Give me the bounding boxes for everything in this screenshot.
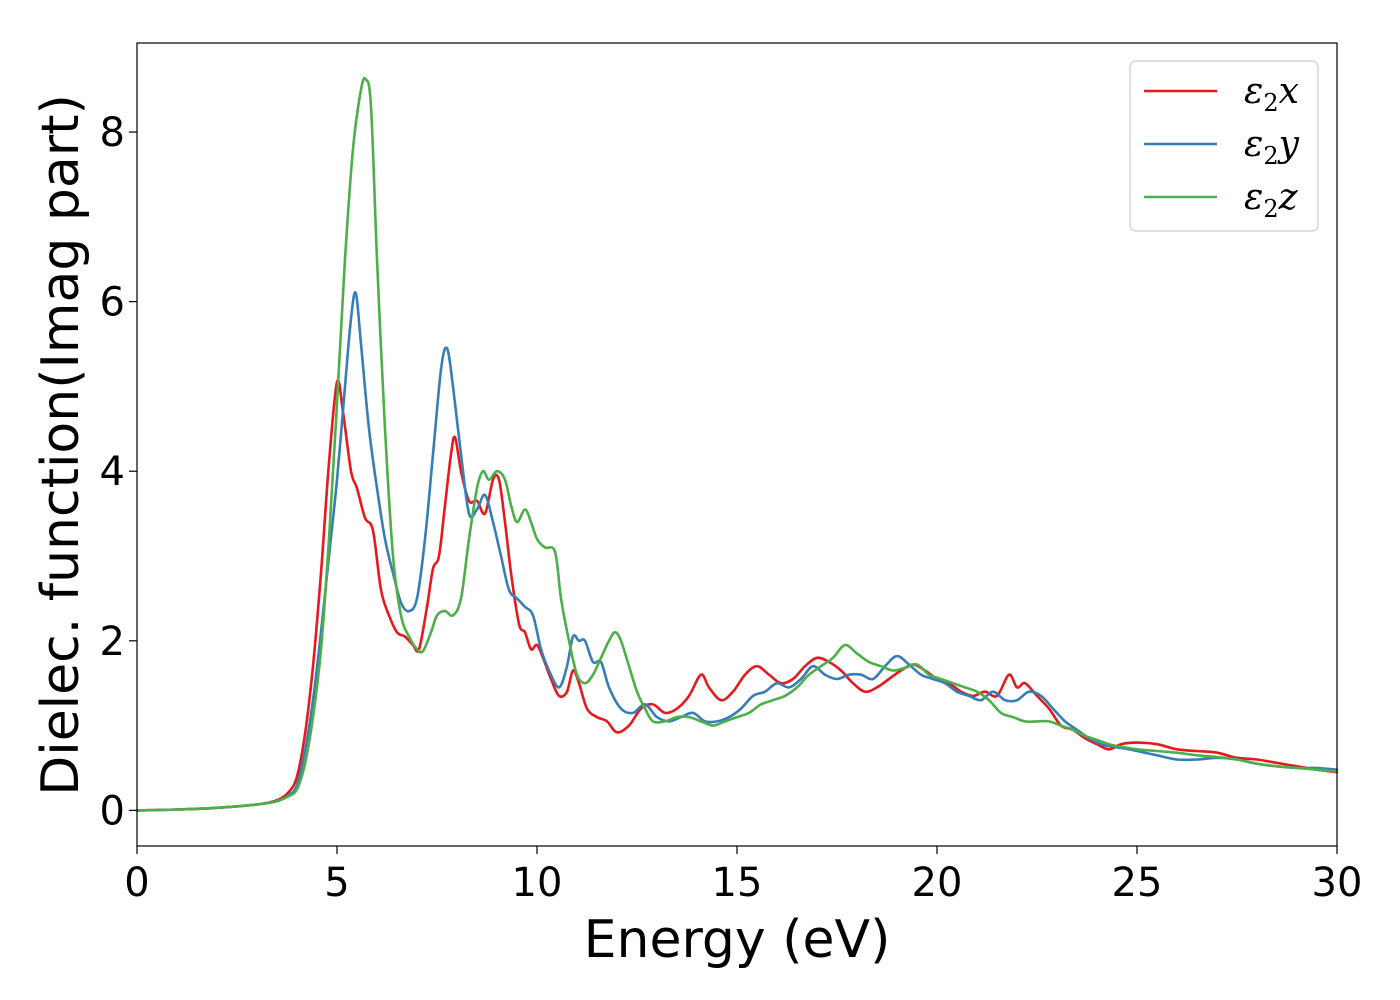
x-axis-label: Energy (eV)	[584, 910, 891, 970]
x-tick-label: 20	[912, 860, 963, 906]
y-tick-label: 4	[100, 449, 125, 495]
series-lines	[135, 76, 1339, 812]
x-tick-label: 0	[124, 860, 149, 906]
x-tick-label: 10	[512, 860, 563, 906]
plot-frame	[136, 42, 1338, 847]
legend-box	[1129, 60, 1319, 232]
axis-ticks: 0 5 10 15 20 25 30 0 2 4 6 8	[100, 110, 1363, 906]
y-axis-label: Dielec. function(Imag part)	[31, 94, 91, 796]
y-tick-label: 0	[100, 788, 125, 834]
series-line-z	[135, 76, 1339, 812]
series-line-x	[135, 379, 1339, 812]
legend-label-y: ε2y	[1244, 124, 1300, 170]
x-tick-label: 15	[712, 860, 763, 906]
x-tick-label: 5	[324, 860, 349, 906]
x-tick-label: 30	[1312, 860, 1363, 906]
legend-label-z: ε2z	[1244, 177, 1299, 223]
y-tick-label: 6	[100, 280, 125, 326]
y-tick-label: 2	[100, 619, 125, 665]
y-tick-label: 8	[100, 110, 125, 156]
legend-label-x: ε2x	[1244, 71, 1299, 117]
legend: ε2x ε2y ε2z	[1129, 60, 1319, 232]
x-tick-label: 25	[1112, 860, 1163, 906]
